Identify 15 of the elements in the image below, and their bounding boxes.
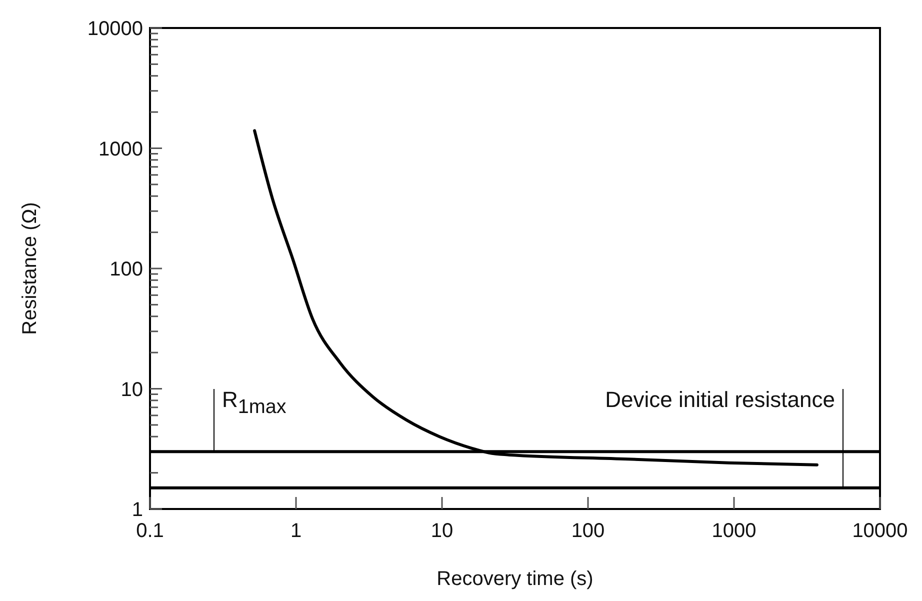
y-axis-title: Resistance (Ω): [19, 202, 41, 335]
y-tick-label: 10: [120, 378, 143, 401]
x-tick-label: 0.1: [136, 520, 164, 542]
x-tick-label: 100: [571, 520, 605, 542]
ref-line-label: Device initial resistance: [605, 387, 835, 412]
x-tick-label: 10: [430, 520, 454, 542]
x-tick-label: 10000: [852, 520, 908, 542]
y-tick-label: 10000: [87, 18, 143, 40]
x-tick-label: 1: [290, 520, 302, 542]
x-tick-label: 1000: [712, 520, 756, 542]
y-tick-label: 1000: [98, 138, 143, 160]
ref-line-label: R$_{1max}$: [222, 387, 286, 418]
x-axis-title: Recovery time (s): [436, 568, 594, 590]
y-tick-label: 100: [110, 258, 143, 280]
y-tick-label: 1: [132, 499, 143, 521]
